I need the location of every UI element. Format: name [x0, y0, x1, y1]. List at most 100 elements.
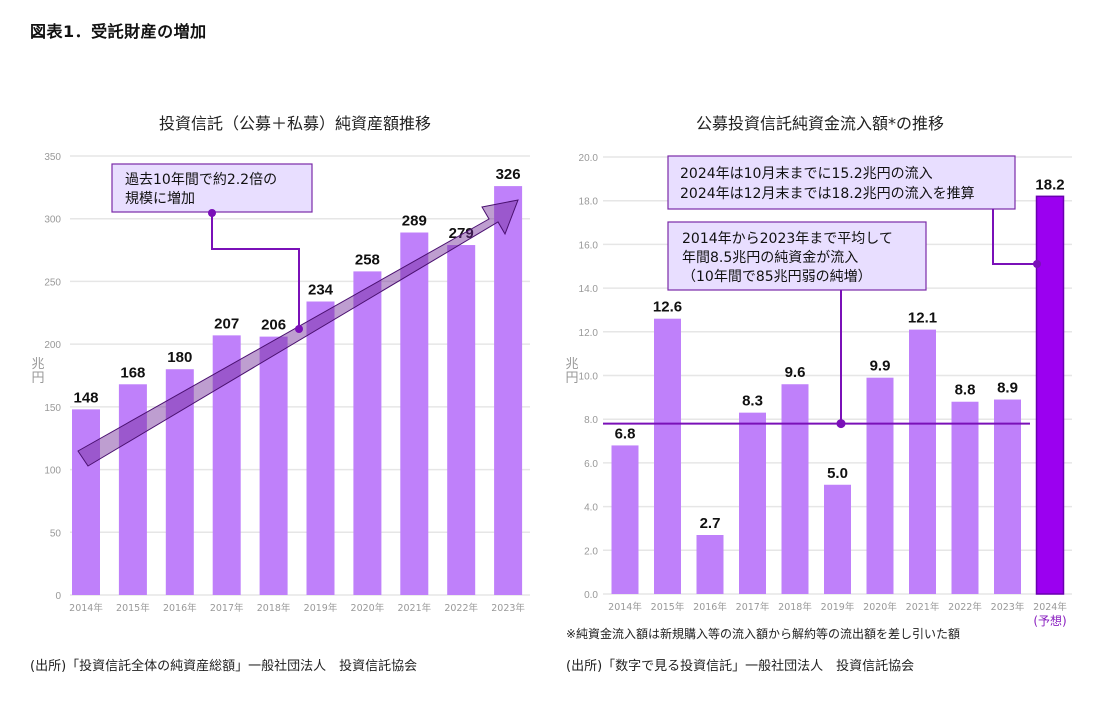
x-tick-label: 2016年 — [693, 601, 727, 613]
x-tick-label: 2023年 — [991, 601, 1025, 613]
annotation-text: 過去10年間で約2.2倍の — [125, 172, 277, 188]
y-tick-label: 250 — [44, 277, 61, 288]
x-tick-label: 2014年 — [608, 601, 642, 613]
x-tick-label: 2022年 — [444, 602, 478, 614]
x-tick-label: 2021年 — [397, 602, 431, 614]
annotation-box — [667, 221, 927, 291]
bar — [611, 445, 639, 594]
data-label: 5.0 — [827, 465, 848, 482]
y-tick-label: 18.0 — [579, 197, 599, 208]
right-chart: 0.0 2.0 4.0 6.0 8.0 10.0 12.0 14.0 16.0 18.0 20.0 兆… — [565, 153, 1072, 628]
annotation-connector — [211, 212, 300, 329]
bar — [165, 369, 194, 595]
data-label: 168 — [120, 364, 145, 381]
right-chart-title: 公募投資信託純資金流入額*の推移 — [695, 114, 944, 133]
x-tick-label: 2017年 — [210, 602, 244, 614]
data-label: 207 — [214, 315, 239, 332]
data-label: 9.9 — [870, 358, 891, 375]
bar — [654, 318, 681, 594]
data-label: 258 — [355, 251, 380, 268]
x-tick-label: 2020年 — [863, 601, 897, 613]
bar — [353, 271, 382, 595]
data-label: 234 — [308, 281, 334, 298]
annotation-box — [667, 155, 1016, 210]
annotation-text: 2024年は12月末までは18.2兆円の流入を推算 — [680, 186, 975, 202]
y-axis-label: 兆 — [31, 357, 44, 372]
data-label: 180 — [167, 349, 192, 366]
left-chart-source: (出所)「投資信託全体の純資産総額」一般社団法人 投資信託協会 — [30, 659, 418, 674]
data-label: 8.9 — [997, 380, 1018, 397]
x-tick-label: 2020年 — [351, 602, 385, 614]
x-tick-label: 2022年 — [948, 601, 982, 613]
y-tick-label: 8.0 — [584, 415, 598, 426]
x-tick-label: 2016年 — [163, 602, 197, 614]
bar — [866, 377, 894, 594]
y-tick-label: 2.0 — [584, 546, 598, 557]
x-tick-label: 2023年 — [491, 602, 525, 614]
x-tick-label: 2019年 — [821, 601, 855, 613]
annotation-text: （10年間で85兆円弱の純増） — [682, 269, 872, 285]
x-tick-label: 2018年 — [778, 601, 812, 613]
x-tick-label: 2015年 — [116, 602, 150, 614]
left-chart-title: 投資信託（公募＋私募）純資産額推移 — [158, 114, 431, 133]
connector-dot — [208, 209, 216, 217]
y-tick-label: 4.0 — [584, 503, 598, 514]
bar — [494, 186, 523, 596]
trend-arrow — [77, 199, 519, 467]
bar — [1035, 195, 1065, 595]
bar — [696, 535, 724, 594]
bar — [259, 336, 288, 595]
y-tick-label: 14.0 — [579, 284, 599, 295]
y-tick-label: 12.0 — [579, 328, 599, 339]
bar — [400, 232, 429, 596]
y-axis-label: 兆 — [565, 357, 578, 372]
right-chart-footnote: ※純資金流入額は新規購入等の流入額から解約等の流出額を差し引いた額 — [566, 627, 961, 641]
bar — [212, 335, 241, 595]
data-label: 12.1 — [908, 310, 937, 327]
bar — [118, 384, 147, 595]
data-label: 326 — [496, 166, 521, 183]
bar — [781, 384, 809, 594]
bar — [739, 412, 766, 594]
x-tick-label: 2017年 — [736, 601, 770, 613]
bar — [909, 329, 936, 594]
y-tick-label: 10.0 — [579, 372, 599, 383]
annotation-text: 規模に増加 — [125, 191, 195, 207]
annotation-text: 2024年は10月末までに15.2兆円の流入 — [680, 166, 933, 182]
figure-title: 図表1．受託財産の増加 — [30, 22, 207, 41]
y-axis-label: 円 — [31, 371, 44, 386]
data-label: 2.7 — [700, 515, 721, 532]
data-label: 206 — [261, 317, 286, 334]
y-tick-label: 300 — [44, 215, 61, 226]
y-tick-label: 0.0 — [584, 590, 598, 601]
bar — [447, 245, 476, 595]
y-tick-label: 6.0 — [584, 459, 598, 470]
x-tick-label: 2019年 — [304, 602, 338, 614]
forecast-label: (予想) — [1033, 613, 1066, 628]
annotation-box — [111, 163, 313, 213]
bar — [994, 399, 1021, 594]
x-tick-label: 2021年 — [906, 601, 940, 613]
annotation-text: 年間8.5兆円の純資金が流入 — [682, 250, 858, 266]
y-tick-label: 0 — [55, 591, 61, 602]
data-label: 9.6 — [785, 364, 806, 381]
bar — [824, 484, 851, 594]
x-tick-label: 2014年 — [69, 602, 103, 614]
y-tick-label: 20.0 — [579, 153, 599, 164]
data-label: 8.8 — [955, 382, 976, 399]
x-tick-label: 2024年 — [1033, 601, 1067, 613]
annotation-text: 2014年から2023年まで平均して — [682, 231, 893, 247]
x-tick-label: 2015年 — [651, 601, 685, 613]
data-label: 12.6 — [653, 299, 682, 316]
data-label: 289 — [402, 213, 427, 230]
connector-dot — [836, 419, 846, 429]
connector-dot — [1033, 260, 1041, 268]
y-axis-label: 円 — [565, 371, 578, 386]
right-chart-source: (出所)「数字で見る投資信託」一般社団法人 投資信託協会 — [566, 659, 915, 674]
y-tick-label: 350 — [44, 152, 61, 163]
bar — [951, 401, 979, 594]
annotation-connector — [992, 209, 1037, 265]
y-tick-label: 100 — [44, 466, 61, 477]
connector-dot — [295, 325, 303, 333]
